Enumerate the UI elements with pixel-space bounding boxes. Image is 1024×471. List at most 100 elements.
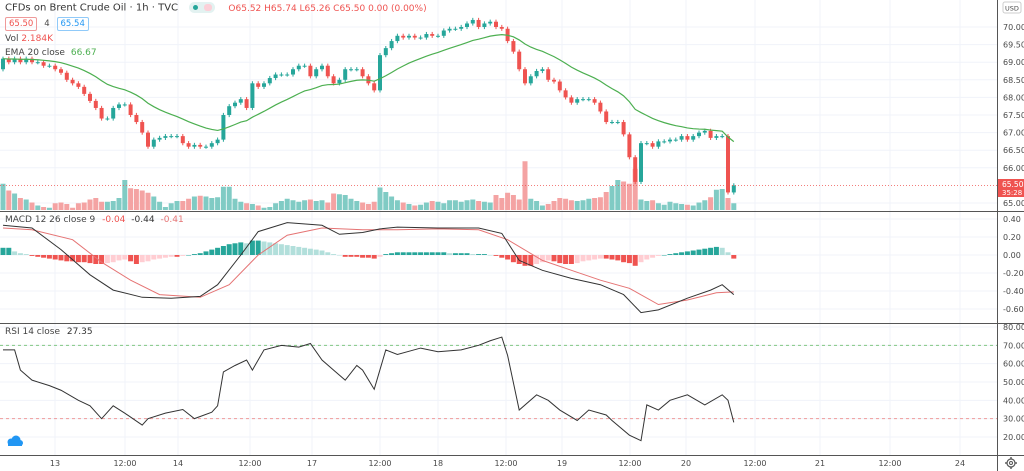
volume-bar [568, 200, 574, 210]
tradingview-cloud-icon[interactable] [7, 435, 24, 447]
candle [586, 99, 591, 101]
last-price-marker [998, 179, 1024, 197]
candle [82, 86, 87, 94]
candle [581, 99, 585, 101]
candle [70, 79, 75, 84]
volume-bar [545, 204, 551, 210]
volume-bar [244, 203, 250, 210]
ema-label: EMA 20 close [5, 48, 65, 58]
macd-histogram-bar [615, 255, 621, 261]
volume-bar [725, 198, 731, 210]
volume-bar [319, 200, 325, 210]
volume-bar [389, 196, 395, 210]
macd-histogram-bar [406, 252, 412, 255]
macd-histogram-bar [539, 255, 545, 263]
ema-legend[interactable]: EMA 20 close 66.67 [5, 48, 97, 58]
macd-histogram-bar [17, 253, 23, 255]
macd-histogram-bar [64, 255, 70, 262]
candle [691, 136, 696, 140]
volume-bar [342, 195, 348, 210]
volume-bar [684, 204, 690, 210]
macd-histogram-bar [110, 255, 116, 263]
macd-axis[interactable]: 0.40 0.20 0.00 -0.20 -0.40 -0.60 [1003, 215, 1024, 314]
macd-histogram-bar [655, 255, 661, 256]
time-axis[interactable]: 13 12:00 14 12:00 17 12:00 18 12:00 19 12:00 20 12:… [50, 459, 965, 468]
candle [12, 58, 17, 63]
macd-histogram-bar [487, 255, 493, 256]
macd-histogram-bar [650, 255, 656, 258]
macd-histogram-bar [313, 249, 319, 255]
candle [465, 23, 469, 27]
candle [459, 27, 464, 29]
macd-histogram-bar [412, 252, 418, 255]
volume-bar [365, 204, 371, 210]
macd-histogram-bar [302, 247, 308, 255]
currency-label: USD [1005, 5, 1019, 13]
currency-badge[interactable] [1002, 1, 1022, 14]
macd-hist-value: -0.04 [102, 215, 126, 225]
candle [528, 76, 533, 84]
macd-legend[interactable]: MACD 12 26 close 9 -0.04 -0.44 -0.41 [5, 215, 184, 225]
candle [105, 118, 110, 120]
rsi-axis[interactable]: 80.00 70.00 60.00 50.00 40.00 30.00 20.00 [1003, 323, 1024, 442]
volume-bar [325, 202, 331, 210]
candle [546, 69, 551, 80]
macd-histogram-bar [139, 255, 145, 263]
volume-bar [603, 192, 609, 210]
volume-legend[interactable]: Vol 2.184K [5, 34, 53, 44]
candle [639, 143, 643, 182]
volume-bar [441, 203, 447, 210]
volume-bar [360, 202, 366, 210]
macd-histogram-bar [186, 255, 192, 256]
macd-histogram-bar [394, 252, 400, 255]
volume-bar [226, 186, 232, 210]
candle [209, 143, 214, 147]
volume-bar [418, 204, 424, 210]
volume-bar [203, 196, 209, 210]
volume-bar [400, 202, 406, 210]
rsi-tick: 80.00 [1003, 323, 1024, 332]
volume-bar [655, 203, 661, 210]
macd-histogram-bar [667, 254, 673, 255]
macd-histogram-bar [673, 253, 679, 255]
volume-bar [429, 201, 435, 210]
price-axis[interactable]: 70.00 69.50 69.00 68.50 68.00 67.50 67.00 66.50… [1003, 23, 1024, 208]
candle [273, 74, 278, 79]
market-status-icon[interactable] [189, 2, 216, 13]
volume-bar [713, 189, 719, 210]
candle [122, 104, 127, 106]
macd-histogram-bar [493, 255, 499, 256]
volume-bar [122, 180, 128, 210]
volume-bar [667, 201, 673, 210]
macd-histogram-bar [81, 255, 87, 263]
macd-histogram-bar [476, 254, 482, 255]
volume-bar [574, 201, 580, 210]
symbol-title[interactable]: CFDs on Brent Crude Oil · 1h · TVC [5, 2, 179, 14]
candle [557, 81, 562, 91]
candle [697, 132, 701, 137]
candle [517, 51, 522, 70]
macd-histogram [0, 240, 737, 266]
settings-gear-icon[interactable] [1005, 457, 1017, 469]
ask-button[interactable]: 65.54 [56, 17, 89, 31]
bar-countdown: 35:28 [1002, 189, 1022, 197]
candle [418, 37, 423, 39]
candle [412, 35, 417, 38]
candle [436, 35, 440, 37]
candle [395, 35, 400, 42]
candle [731, 185, 736, 193]
volume-bar [23, 199, 29, 210]
macd-histogram-bar [220, 246, 226, 255]
candle [325, 65, 330, 77]
volume-bar [470, 199, 476, 210]
candle [470, 19, 475, 24]
macd-histogram-bar [249, 240, 255, 255]
macd-histogram-bar [325, 252, 331, 255]
macd-tick: 0.40 [1003, 215, 1021, 224]
candle [441, 30, 446, 36]
candle [227, 106, 232, 115]
bid-button[interactable]: 65.50 [5, 17, 38, 31]
macd-histogram-bar [418, 252, 424, 255]
rsi-legend[interactable]: RSI 14 close 27.35 [5, 327, 93, 337]
